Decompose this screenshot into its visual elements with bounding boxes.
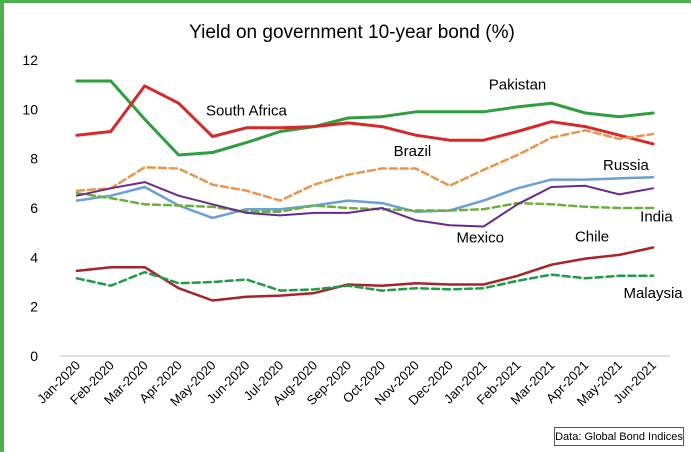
series-line-russia — [75, 175, 655, 220]
series-label-brazil: Brazil — [394, 143, 432, 160]
series-line-malaysia — [75, 270, 655, 292]
source-note: Data: Global Bond Indices — [554, 427, 684, 446]
y-tick-label: 4 — [30, 249, 38, 265]
y-axis-ticks: 0 2 4 6 8 10 12 — [22, 52, 38, 364]
series-labels: Pakistan South Africa Brazil Russia India Mex… — [206, 77, 683, 302]
series-line-chile — [75, 246, 655, 302]
y-tick-label: 6 — [30, 200, 38, 216]
series-label-india: India — [640, 209, 673, 226]
series-line-south-africa — [75, 84, 655, 146]
series-label-pakistan: Pakistan — [489, 77, 547, 94]
y-tick-label: 0 — [30, 348, 38, 364]
y-tick-label: 12 — [22, 52, 38, 68]
frame-border-left — [0, 0, 4, 452]
series-line-mexico — [75, 181, 655, 228]
y-tick-label: 10 — [22, 101, 38, 117]
series-label-russia: Russia — [603, 157, 650, 174]
series-line-pakistan — [75, 79, 655, 157]
chart-title: Yield on government 10-year bond (%) — [189, 22, 515, 43]
series-lines — [75, 79, 655, 302]
frame-border-top — [0, 0, 691, 3]
series-label-mexico: Mexico — [456, 230, 504, 247]
series-label-south-africa: South Africa — [206, 103, 288, 120]
series-label-malaysia: Malaysia — [623, 285, 683, 302]
series-label-chile: Chile — [575, 228, 609, 245]
series-line-brazil — [75, 129, 655, 202]
y-tick-label: 8 — [30, 151, 38, 167]
y-tick-label: 2 — [30, 299, 38, 315]
x-axis-ticks: Jan-2020Feb-2020Mar-2020Apr-2020May-2020… — [34, 358, 659, 409]
series-line-india — [75, 191, 655, 213]
